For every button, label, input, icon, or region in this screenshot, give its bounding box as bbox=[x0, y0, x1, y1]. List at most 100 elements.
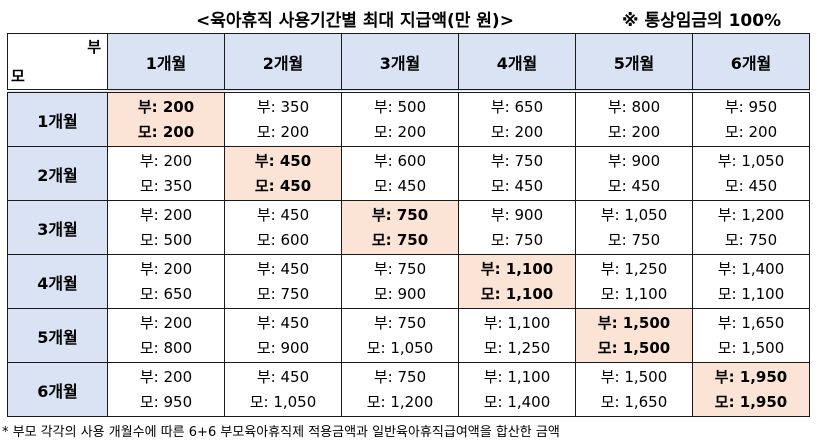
mother-amount: 모: 1,400 bbox=[483, 392, 551, 411]
father-amount: 부: 200 bbox=[139, 259, 193, 278]
mother-amount: 모: 750 bbox=[724, 230, 778, 249]
father-amount: 부: 1,950 bbox=[714, 367, 788, 386]
father-amount: 부: 200 bbox=[139, 313, 193, 332]
table-row: 1개월 부: 200 모: 200 부: 350 모: 200 부: 500 모: 200 부… bbox=[7, 89, 810, 147]
father-amount: 부: 1,250 bbox=[600, 259, 668, 278]
father-amount: 부: 350 bbox=[256, 97, 310, 116]
mother-amount: 모: 1,200 bbox=[366, 392, 434, 411]
table-cell: 부: 750 모: 1,050 bbox=[341, 308, 459, 363]
father-amount: 부: 750 bbox=[490, 151, 544, 170]
father-amount: 부: 1,100 bbox=[483, 367, 551, 386]
table-cell: 부: 1,650 모: 1,500 bbox=[692, 308, 810, 363]
mother-amount: 모: 200 bbox=[724, 122, 778, 141]
table-row: 6개월 부: 200 모: 950 부: 450 모: 1,050 부: 750 모: 1,… bbox=[7, 362, 810, 417]
table-cell: 부: 1,050 모: 450 bbox=[692, 146, 810, 201]
row-header: 4개월 bbox=[7, 254, 108, 309]
father-amount: 부: 200 bbox=[139, 205, 193, 224]
table-cell: 부: 500 모: 200 bbox=[341, 89, 459, 147]
corner-mother-label: 모 bbox=[11, 67, 25, 85]
mother-amount: 모: 200 bbox=[607, 122, 661, 141]
mother-amount: 모: 450 bbox=[373, 176, 427, 195]
father-amount: 부: 450 bbox=[256, 205, 310, 224]
mother-amount: 모: 350 bbox=[139, 176, 193, 195]
father-amount: 부: 600 bbox=[373, 151, 427, 170]
table-cell: 부: 1,200 모: 750 bbox=[692, 200, 810, 255]
table-row: 2개월 부: 200 모: 350 부: 450 모: 450 부: 600 모: 450 부… bbox=[7, 146, 810, 201]
mother-amount: 모: 1,050 bbox=[366, 338, 434, 357]
mother-amount: 모: 1,050 bbox=[249, 392, 317, 411]
mother-amount: 모: 750 bbox=[371, 230, 429, 249]
mother-amount: 모: 200 bbox=[256, 122, 310, 141]
table-cell: 부: 900 모: 750 bbox=[458, 200, 576, 255]
table-cell: 부: 200 모: 500 bbox=[107, 200, 225, 255]
father-amount: 부: 750 bbox=[373, 313, 427, 332]
row-header: 1개월 bbox=[7, 89, 108, 147]
father-amount: 부: 200 bbox=[139, 367, 193, 386]
table-cell-highlighted: 부: 200 모: 200 bbox=[107, 89, 225, 147]
table-cell-highlighted: 부: 1,950 모: 1,950 bbox=[692, 362, 810, 417]
table-cell: 부: 200 모: 950 bbox=[107, 362, 225, 417]
row-header: 3개월 bbox=[7, 200, 108, 255]
father-amount: 부: 450 bbox=[256, 313, 310, 332]
mother-amount: 모: 200 bbox=[137, 122, 195, 141]
mother-amount: 모: 750 bbox=[256, 284, 310, 303]
table-cell: 부: 1,100 모: 1,400 bbox=[458, 362, 576, 417]
father-amount: 부: 1,050 bbox=[600, 205, 668, 224]
father-amount: 부: 1,200 bbox=[717, 205, 785, 224]
father-amount: 부: 450 bbox=[254, 151, 312, 170]
table-cell-highlighted: 부: 750 모: 750 bbox=[341, 200, 459, 255]
table-cell: 부: 200 모: 650 bbox=[107, 254, 225, 309]
header-row: 부 모 1개월 2개월 3개월 4개월 5개월 6개월 bbox=[7, 33, 810, 92]
mother-amount: 모: 1,100 bbox=[480, 284, 554, 303]
table-cell: 부: 800 모: 200 bbox=[575, 89, 693, 147]
table-row: 3개월 부: 200 모: 500 부: 450 모: 600 부: 750 모: 750 부… bbox=[7, 200, 810, 255]
mother-amount: 모: 1,500 bbox=[597, 338, 671, 357]
father-amount: 부: 1,050 bbox=[717, 151, 785, 170]
mother-amount: 모: 1,100 bbox=[600, 284, 668, 303]
mother-amount: 모: 800 bbox=[139, 338, 193, 357]
father-amount: 부: 450 bbox=[256, 259, 310, 278]
table-cell: 부: 750 모: 450 bbox=[458, 146, 576, 201]
mother-amount: 모: 1,650 bbox=[600, 392, 668, 411]
father-amount: 부: 1,100 bbox=[483, 313, 551, 332]
father-amount: 부: 1,100 bbox=[480, 259, 554, 278]
father-amount: 부: 800 bbox=[607, 97, 661, 116]
column-header: 5개월 bbox=[575, 33, 693, 92]
mother-amount: 모: 950 bbox=[139, 392, 193, 411]
father-amount: 부: 950 bbox=[724, 97, 778, 116]
table-row: 5개월 부: 200 모: 800 부: 450 모: 900 부: 750 모: 1,05… bbox=[7, 308, 810, 363]
table-cell: 부: 1,500 모: 1,650 bbox=[575, 362, 693, 417]
mother-amount: 모: 750 bbox=[490, 230, 544, 249]
row-header: 5개월 bbox=[7, 308, 108, 363]
father-amount: 부: 1,650 bbox=[717, 313, 785, 332]
table-cell: 부: 900 모: 450 bbox=[575, 146, 693, 201]
corner-father-label: 부 bbox=[87, 38, 101, 56]
mother-amount: 모: 500 bbox=[139, 230, 193, 249]
father-amount: 부: 750 bbox=[373, 367, 427, 386]
mother-amount: 모: 1,250 bbox=[483, 338, 551, 357]
payment-table: 부 모 1개월 2개월 3개월 4개월 5개월 6개월 1개월 부: 200 모: … bbox=[7, 33, 810, 417]
table-cell-highlighted: 부: 450 모: 450 bbox=[224, 146, 342, 201]
father-amount: 부: 500 bbox=[373, 97, 427, 116]
table-cell: 부: 450 모: 1,050 bbox=[224, 362, 342, 417]
table-cell: 부: 950 모: 200 bbox=[692, 89, 810, 147]
table-cell: 부: 450 모: 600 bbox=[224, 200, 342, 255]
father-amount: 부: 750 bbox=[373, 259, 427, 278]
table-cell: 부: 650 모: 200 bbox=[458, 89, 576, 147]
mother-amount: 모: 200 bbox=[490, 122, 544, 141]
table-cell: 부: 1,400 모: 1,100 bbox=[692, 254, 810, 309]
table-cell: 부: 1,050 모: 750 bbox=[575, 200, 693, 255]
table-cell: 부: 200 모: 350 bbox=[107, 146, 225, 201]
mother-amount: 모: 650 bbox=[139, 284, 193, 303]
column-header: 3개월 bbox=[341, 33, 459, 92]
father-amount: 부: 200 bbox=[139, 151, 193, 170]
mother-amount: 모: 900 bbox=[373, 284, 427, 303]
mother-amount: 모: 750 bbox=[607, 230, 661, 249]
father-amount: 부: 1,500 bbox=[600, 367, 668, 386]
table-cell: 부: 350 모: 200 bbox=[224, 89, 342, 147]
table-cell-highlighted: 부: 1,500 모: 1,500 bbox=[575, 308, 693, 363]
mother-amount: 모: 450 bbox=[724, 176, 778, 195]
wage-note: ※ 통상임금의 100% bbox=[622, 11, 782, 31]
table-cell: 부: 1,100 모: 1,250 bbox=[458, 308, 576, 363]
column-header: 6개월 bbox=[692, 33, 810, 92]
